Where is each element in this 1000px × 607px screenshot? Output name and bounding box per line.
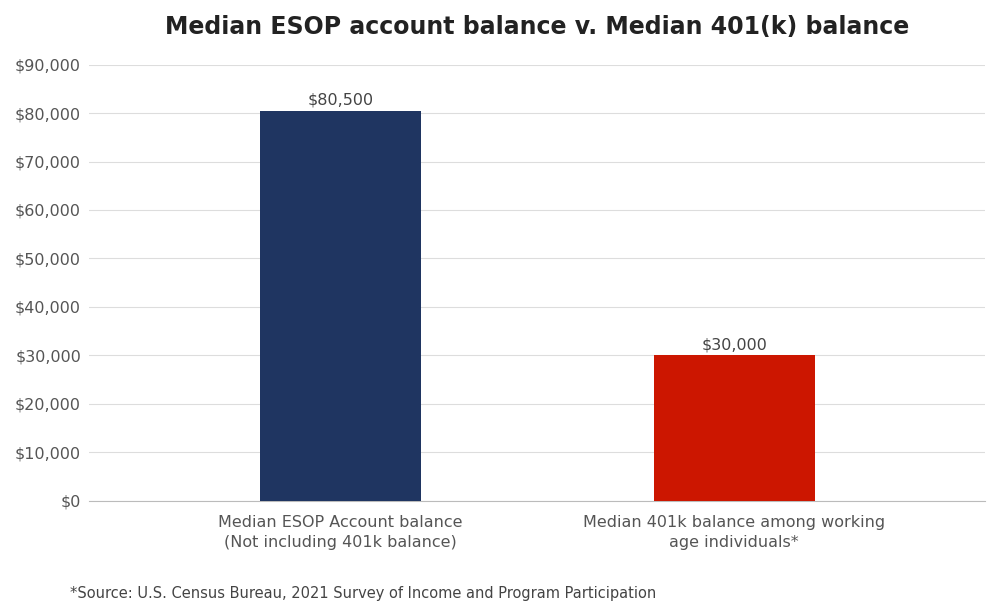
Text: *Source: U.S. Census Bureau, 2021 Survey of Income and Program Participation: *Source: U.S. Census Bureau, 2021 Survey… xyxy=(70,586,656,601)
Bar xyxy=(654,356,815,501)
Bar xyxy=(260,110,421,501)
Text: $30,000: $30,000 xyxy=(701,337,767,352)
Title: Median ESOP account balance v. Median 401(k) balance: Median ESOP account balance v. Median 40… xyxy=(165,15,909,39)
Text: $80,500: $80,500 xyxy=(307,92,373,107)
